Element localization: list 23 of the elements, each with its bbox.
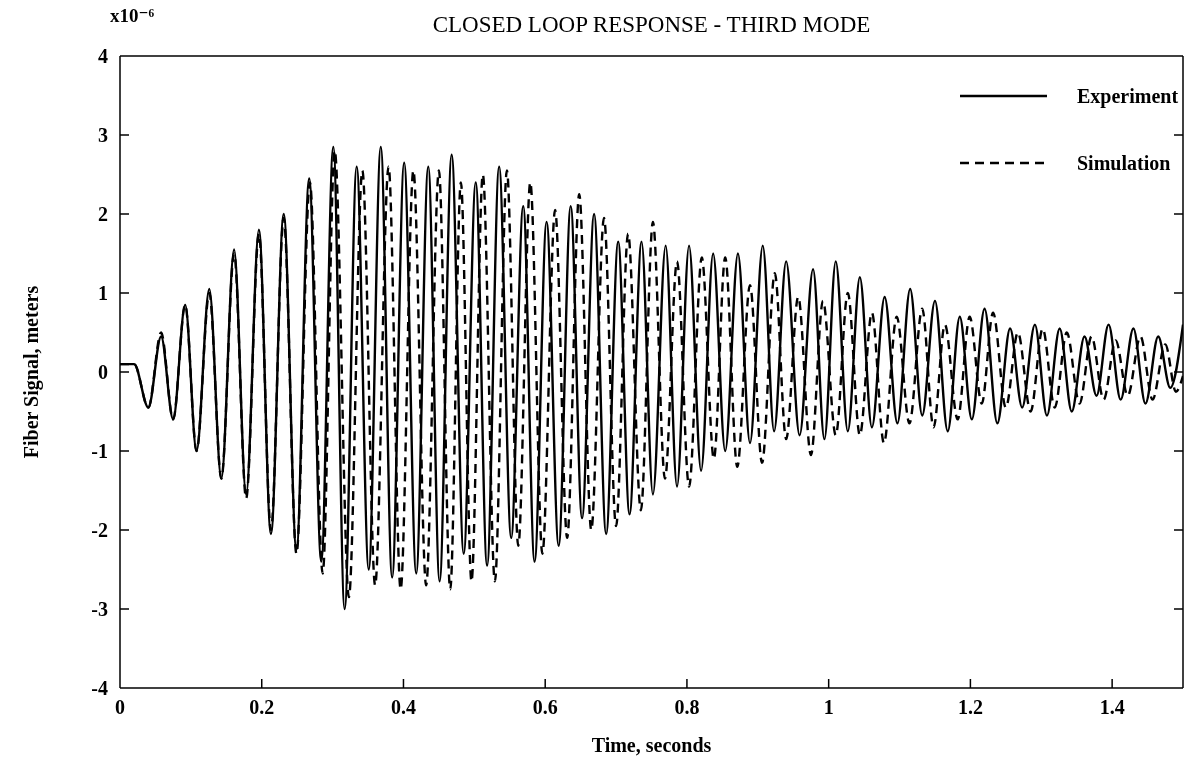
x-tick-label: 0.8 bbox=[674, 696, 700, 718]
y-tick-label: 4 bbox=[98, 45, 108, 67]
x-tick-label: 1 bbox=[823, 696, 834, 718]
y-tick-label: -1 bbox=[91, 440, 108, 462]
x-tick-label: 0 bbox=[115, 696, 125, 718]
x-tick-label: 1.4 bbox=[1099, 696, 1125, 718]
chart-title: CLOSED LOOP RESPONSE - THIRD MODE bbox=[432, 12, 871, 37]
y-tick-label: -2 bbox=[91, 519, 108, 541]
legend-label: Simulation bbox=[1077, 152, 1171, 174]
y-axis-title: Fiber Signal, meters bbox=[20, 285, 43, 459]
y-tick-label: 2 bbox=[98, 203, 108, 225]
x-tick-label: 0.6 bbox=[532, 696, 558, 718]
y-tick-label: 3 bbox=[98, 124, 108, 146]
y-tick-label: 0 bbox=[98, 361, 108, 383]
x-tick-label: 0.4 bbox=[390, 696, 416, 718]
x-axis-title: Time, seconds bbox=[591, 734, 712, 756]
y-tick-label: -4 bbox=[91, 677, 108, 699]
x-tick-label: 0.2 bbox=[249, 696, 275, 718]
legend-label: Experiment bbox=[1077, 85, 1179, 108]
x-tick-label: 1.2 bbox=[957, 696, 983, 718]
y-tick-label: -3 bbox=[91, 598, 108, 620]
text: x10⁻⁶ bbox=[110, 5, 155, 26]
y-tick-label: 1 bbox=[98, 282, 108, 304]
